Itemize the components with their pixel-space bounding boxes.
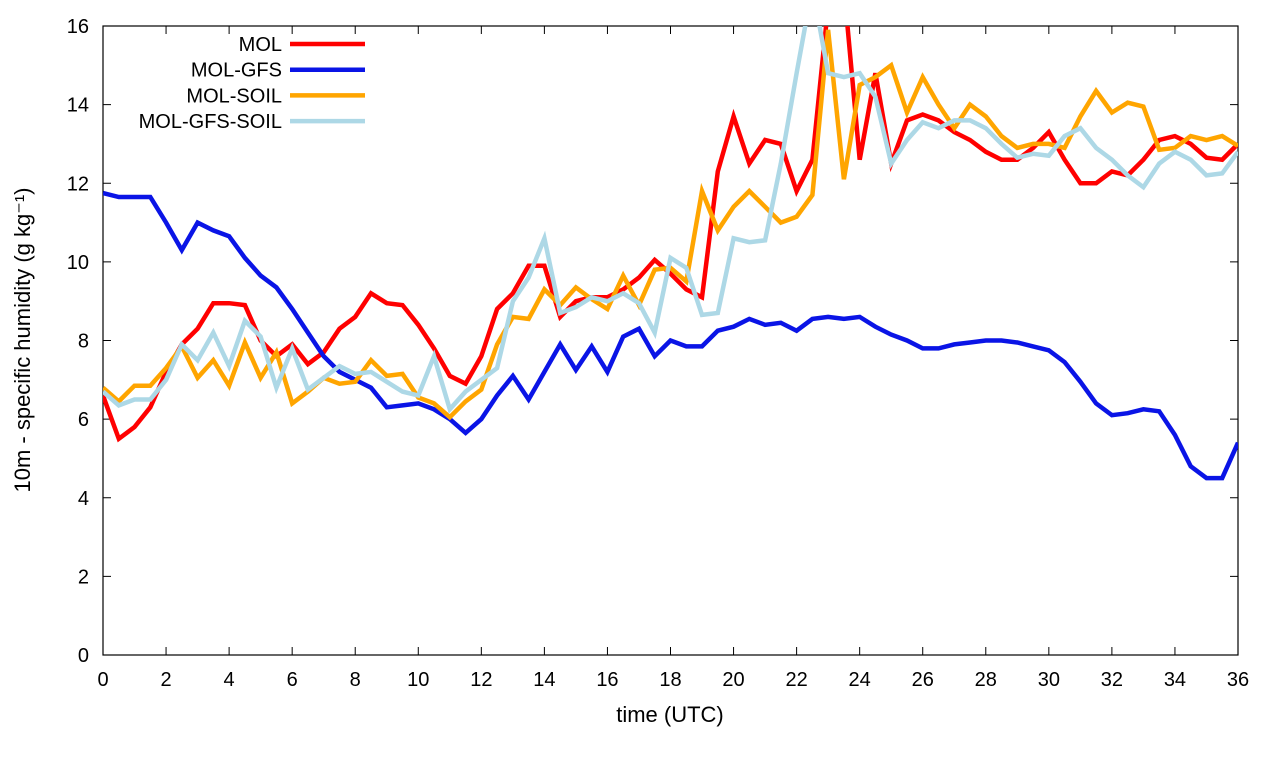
legend-label: MOL-SOIL [186, 85, 282, 107]
series-line [103, 26, 1238, 414]
x-tick-label: 30 [1038, 669, 1060, 691]
x-tick-label: 14 [533, 669, 555, 691]
x-tick-label: 20 [722, 669, 744, 691]
x-tick-label: 12 [470, 669, 492, 691]
x-tick-label: 16 [596, 669, 618, 691]
y-tick-label: 16 [67, 16, 89, 38]
legend-label: MOL-GFS-SOIL [139, 111, 282, 133]
x-tick-label: 36 [1227, 669, 1249, 691]
y-tick-label: 6 [78, 409, 89, 431]
x-tick-label: 26 [912, 669, 934, 691]
y-tick-label: 0 [78, 645, 89, 667]
y-tick-label: 8 [78, 331, 89, 353]
legend-label: MOL [239, 34, 282, 56]
x-tick-label: 22 [785, 669, 807, 691]
x-tick-label: 18 [659, 669, 681, 691]
y-tick-label: 10 [67, 252, 89, 274]
x-tick-label: 28 [975, 669, 997, 691]
x-tick-label: 8 [350, 669, 361, 691]
y-tick-label: 12 [67, 173, 89, 195]
y-axis-label: 10m - specific humidity (g kg⁻¹) [10, 187, 35, 492]
x-tick-label: 0 [97, 669, 108, 691]
legend-label: MOL-GFS [191, 60, 282, 82]
x-tick-label: 6 [287, 669, 298, 691]
x-tick-label: 34 [1164, 669, 1186, 691]
x-tick-label: 32 [1101, 669, 1123, 691]
y-tick-label: 4 [78, 488, 89, 510]
x-tick-label: 24 [849, 669, 871, 691]
x-tick-label: 4 [224, 669, 235, 691]
x-axis-label: time (UTC) [616, 702, 724, 727]
y-tick-label: 2 [78, 566, 89, 588]
plot-area [103, 26, 1238, 481]
x-tick-label: 2 [160, 669, 171, 691]
series-line [103, 190, 1238, 481]
x-tick-label: 10 [407, 669, 429, 691]
y-tick-label: 14 [67, 95, 89, 117]
